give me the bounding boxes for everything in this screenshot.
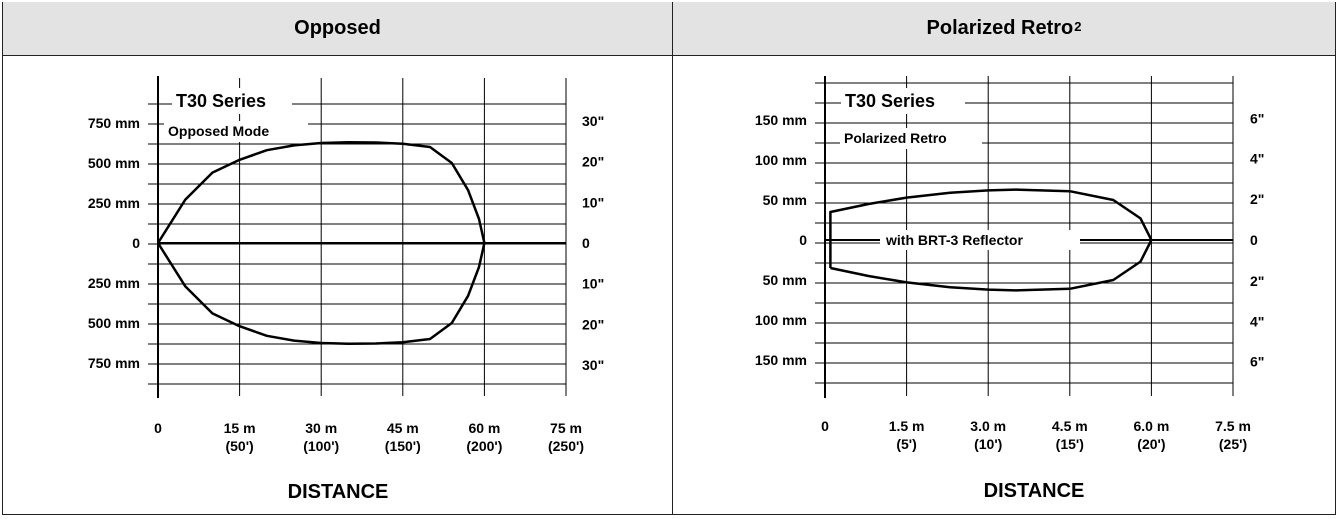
x-axis-title: DISTANCE (984, 480, 1085, 502)
x-tick-sublabel: (5') (896, 436, 916, 452)
y-tick-label-left: 150 mm (755, 112, 807, 128)
chart-title: T30 Series (845, 91, 935, 111)
y-tick-label-right: 0 (1250, 232, 1258, 248)
y-tick-label-right: 20" (582, 154, 604, 170)
y-tick-label-right: 10" (582, 194, 604, 210)
x-tick-sublabel: (10') (974, 436, 1002, 452)
y-tick-label-right: 4" (1250, 314, 1264, 330)
y-tick-label-right: 10" (582, 276, 604, 292)
y-tick-label-right: 6" (1250, 110, 1264, 126)
chart-subtitle: Polarized Retro (844, 130, 947, 146)
x-axis-title: DISTANCE (288, 481, 389, 503)
x-tick-label: 45 m (387, 420, 419, 436)
x-tick-label: 0 (154, 420, 162, 436)
x-tick-label: 1.5 m (889, 418, 925, 434)
y-tick-label-left: 750 mm (88, 355, 140, 371)
panel-header-opposed-label: Opposed (294, 17, 381, 39)
y-tick-label-left: 50 mm (763, 272, 807, 288)
x-tick-label: 15 m (224, 420, 256, 436)
y-tick-label-right: 4" (1250, 150, 1264, 166)
x-tick-label: 6.0 m (1133, 418, 1169, 434)
x-tick-sublabel: (150') (385, 438, 421, 454)
y-tick-label-left: 0 (799, 232, 807, 248)
y-tick-label-left: 500 mm (88, 155, 140, 171)
chart-title: T30 Series (176, 91, 266, 111)
panel-header-polarized-retro: Polarized Retro 2 (673, 2, 1335, 56)
x-tick-label: 3.0 m (970, 418, 1006, 434)
y-tick-label-left: 500 mm (88, 315, 140, 331)
annotation-background (880, 230, 1080, 250)
x-tick-label: 4.5 m (1052, 418, 1088, 434)
x-tick-label: 0 (821, 418, 829, 434)
title-background (841, 88, 965, 114)
y-tick-label-left: 750 mm (88, 115, 140, 131)
x-tick-sublabel: (15') (1056, 436, 1084, 452)
y-tick-label-right: 2" (1250, 273, 1264, 289)
x-tick-sublabel: (50') (225, 438, 253, 454)
x-tick-sublabel: (25') (1219, 436, 1247, 452)
chart-subtitle: Opposed Mode (168, 123, 269, 139)
x-tick-sublabel: (100') (303, 438, 339, 454)
x-tick-sublabel: (20') (1137, 436, 1165, 452)
annotation-label: with BRT-3 Reflector (885, 232, 1023, 248)
y-tick-label-left: 100 mm (755, 152, 807, 168)
y-tick-label-left: 50 mm (763, 192, 807, 208)
y-tick-label-left: 150 mm (755, 352, 807, 368)
y-tick-label-right: 30" (582, 357, 604, 373)
x-tick-label: 75 m (550, 420, 582, 436)
subtitle-background (164, 121, 308, 142)
panel-header-opposed: Opposed (3, 2, 672, 56)
opposed-beam-chart: T30 Series Opposed Mode 750 mm 500 mm 250 mm… (88, 76, 604, 503)
panel-divider (672, 2, 673, 515)
beam-pattern-curve (156, 242, 486, 346)
y-tick-label-left: 250 mm (88, 195, 140, 211)
y-tick-label-right: 2" (1250, 191, 1264, 207)
subtitle-background (840, 128, 982, 149)
title-background (172, 88, 292, 114)
panel-header-polarized-retro-label: Polarized Retro (926, 17, 1074, 39)
y-tick-label-right: 0 (582, 235, 590, 251)
x-tick-label: 60 m (468, 420, 500, 436)
beam-pattern-curve (156, 140, 486, 244)
x-tick-label: 7.5 m (1215, 418, 1251, 434)
y-tick-label-right: 6" (1250, 354, 1264, 370)
y-tick-label-left: 0 (132, 235, 140, 251)
y-tick-label-right: 30" (582, 113, 604, 129)
beam-pattern-curve (829, 188, 1153, 292)
x-tick-label: 30 m (305, 420, 337, 436)
panel-header-superscript: 2 (1074, 19, 1082, 34)
y-tick-label-left: 250 mm (88, 275, 140, 291)
y-tick-label-right: 20" (582, 316, 604, 332)
y-tick-label-left: 100 mm (755, 312, 807, 328)
x-tick-sublabel: (200') (466, 438, 502, 454)
x-tick-sublabel: (250') (548, 438, 584, 454)
